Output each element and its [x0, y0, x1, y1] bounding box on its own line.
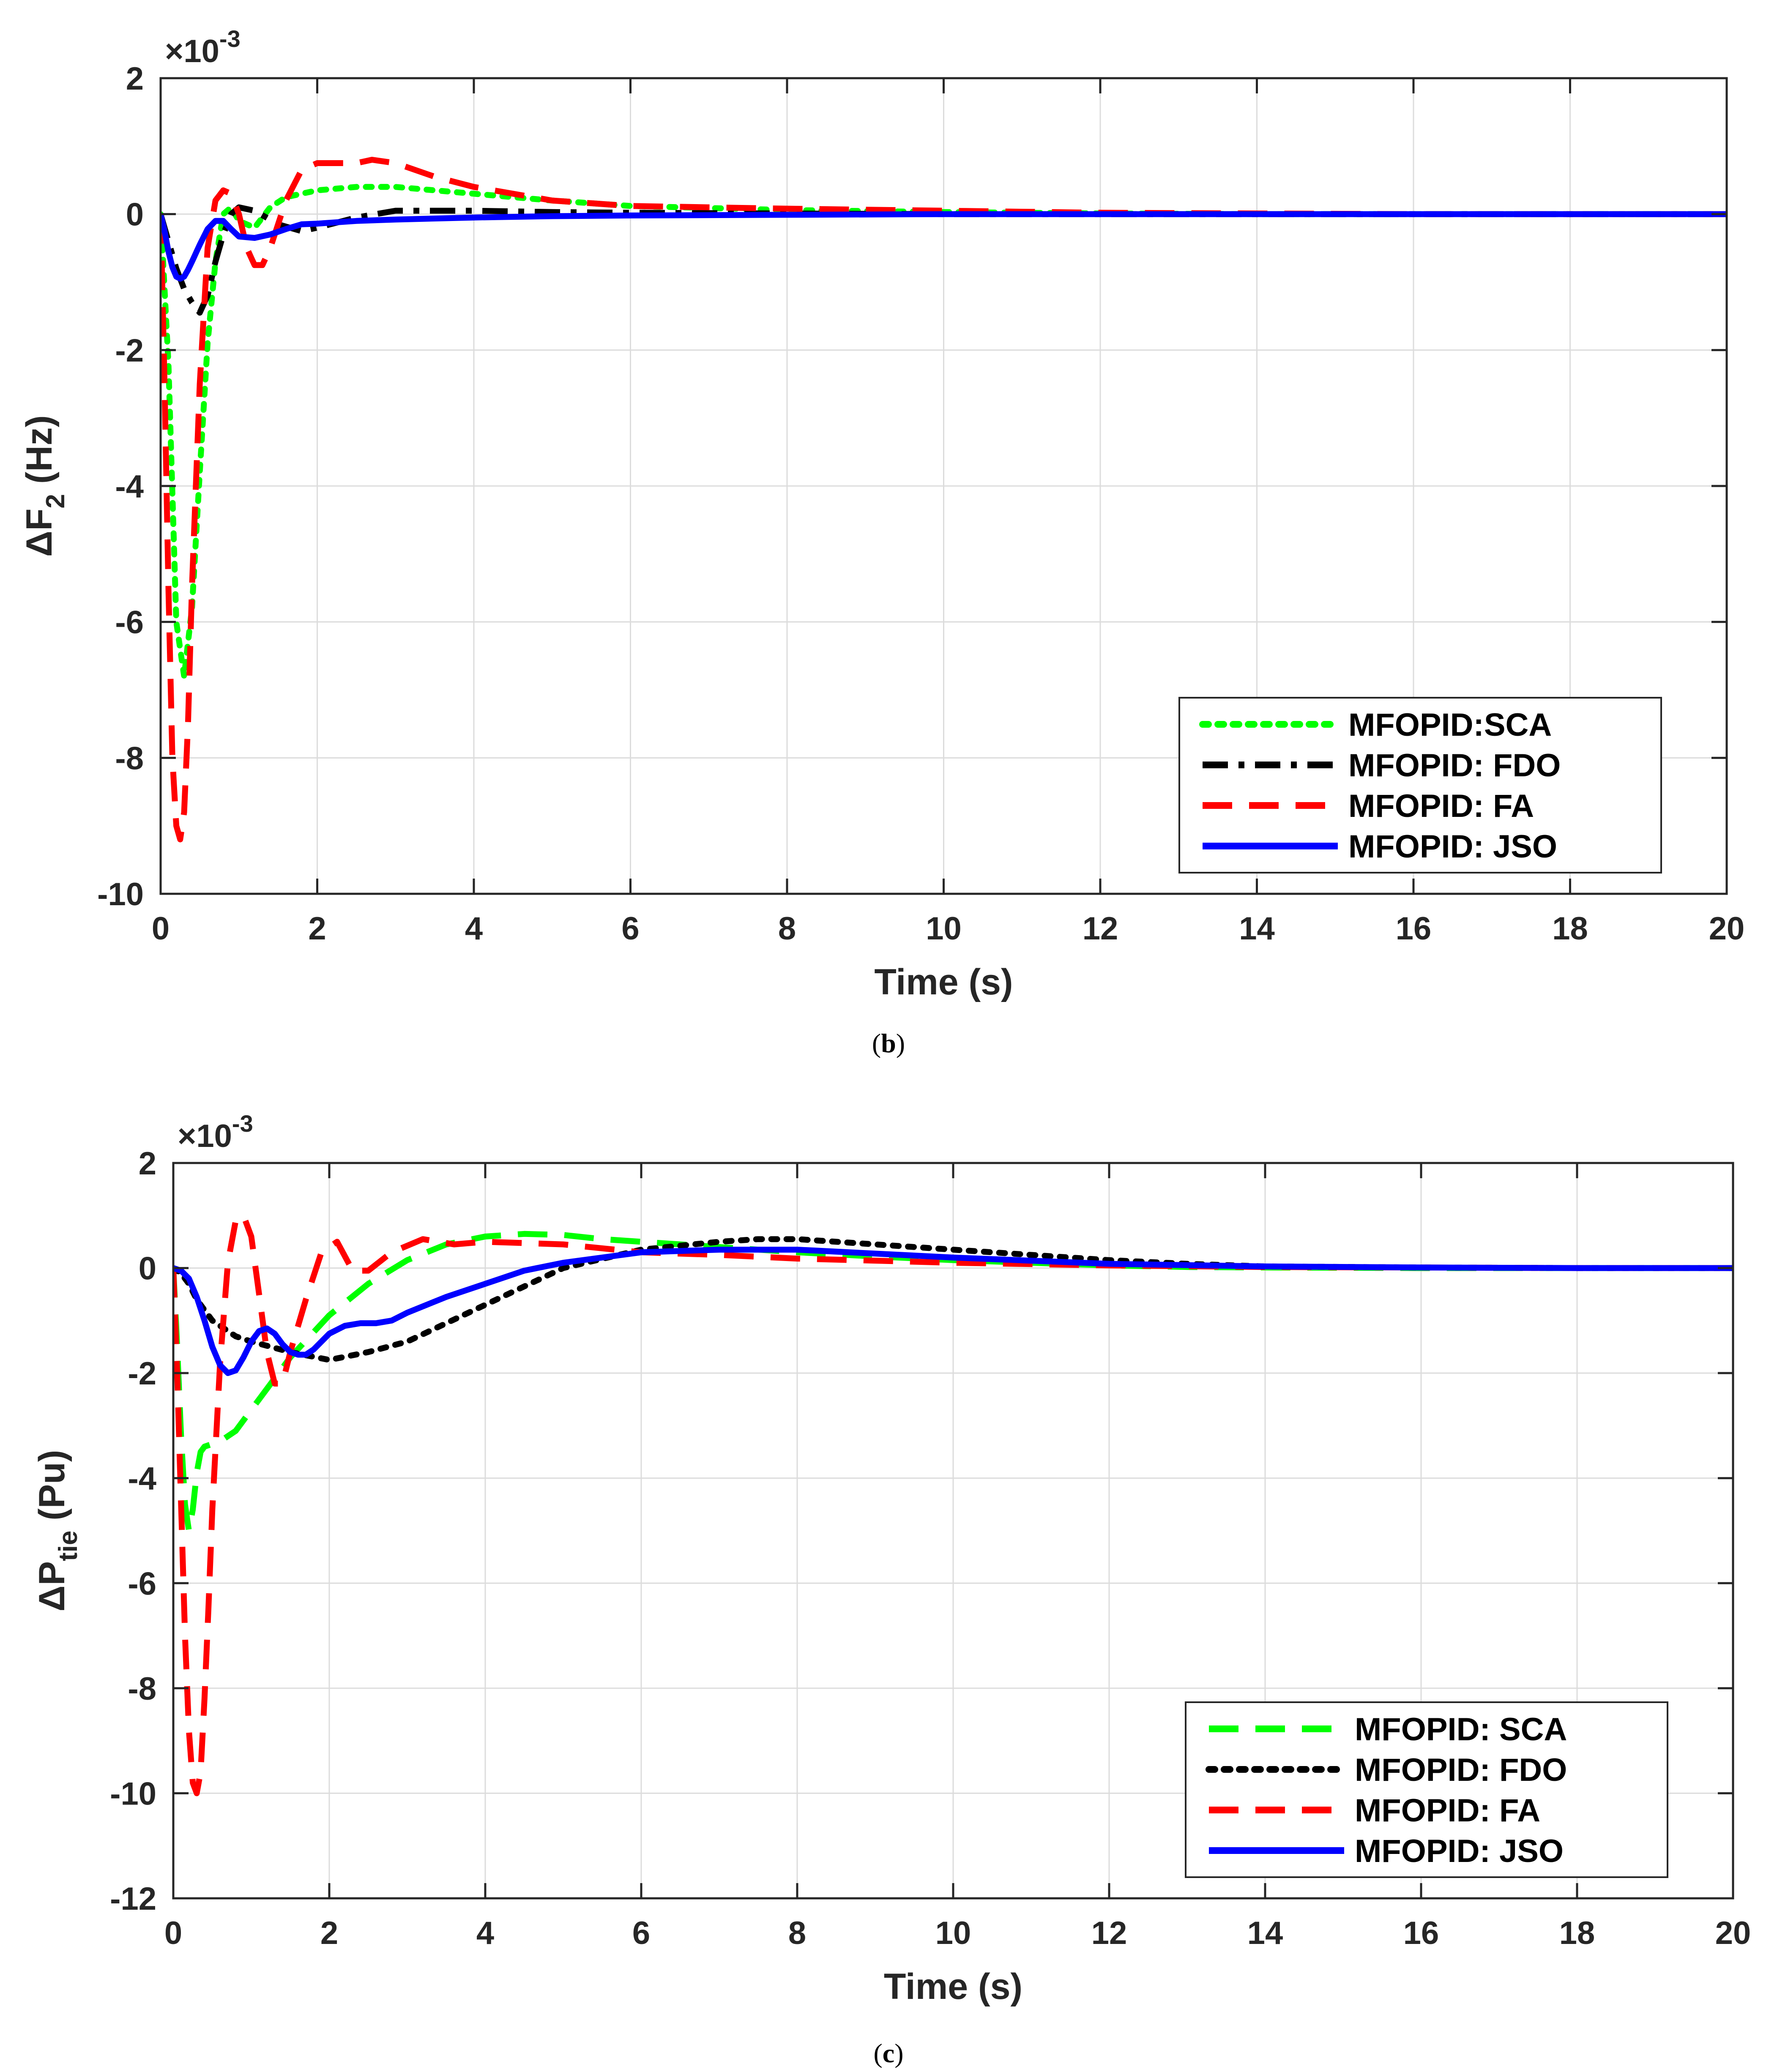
- chart-c-ylabel: ΔPtie (Pu): [32, 1450, 83, 1612]
- chart-c-ytick-label: -8: [128, 1671, 156, 1707]
- chart-b-series-2-line: [161, 157, 1727, 843]
- chart-b-ytick-label: -4: [115, 469, 144, 505]
- chart-b-xtick-label: 12: [1083, 911, 1118, 947]
- chart-c-xtick-label: 18: [1559, 1915, 1595, 1951]
- chart-c-ytick-label: -6: [128, 1566, 156, 1602]
- chart-b-legend-label-1: MFOPID: FDO: [1348, 748, 1561, 783]
- chart-c-series-3-line: [173, 1247, 1733, 1376]
- chart-c-legend-label-0: MFOPID: SCA: [1355, 1712, 1567, 1747]
- chart-b-xtick-label: 10: [926, 911, 962, 947]
- chart-b-ytick-label: -10: [97, 876, 144, 912]
- chart-c-xtick-label: 8: [788, 1915, 806, 1951]
- chart-b-xtick-label: 18: [1552, 911, 1588, 947]
- chart-c-series-group: [173, 1212, 1733, 1796]
- chart-b-xtick-label: 2: [308, 911, 326, 947]
- chart-c-xtick-label: 12: [1091, 1915, 1127, 1951]
- chart-c-ytick-label: 2: [139, 1146, 156, 1182]
- chart-c-legend-label-2: MFOPID: FA: [1355, 1793, 1540, 1829]
- chart-b-xtick-label: 4: [465, 911, 483, 947]
- chart-b-xtick-label: 14: [1239, 911, 1275, 947]
- chart-c-xtick-label: 10: [935, 1915, 971, 1951]
- chart-c-ytick-label: -4: [128, 1461, 156, 1497]
- chart-b-legend-label-0: MFOPID:SCA: [1348, 707, 1552, 743]
- chart-c: (c) 0 2 4 6 8 10 12 14 16 18 2020-2-4-6-8-10-12×10…: [32, 1110, 1751, 2068]
- chart-b-xtick-label: 8: [778, 911, 796, 947]
- chart-c-xtick-label: 0: [164, 1915, 182, 1951]
- chart-c-xtick-label: 14: [1247, 1915, 1283, 1951]
- chart-b-exponent-label: ×10-3: [165, 25, 241, 69]
- chart-b-xtick-label: 16: [1396, 911, 1432, 947]
- chart-c-xtick-label: 4: [476, 1915, 494, 1951]
- chart-b-xtick-label: 6: [621, 911, 639, 947]
- chart-b-xlabel: Time (s): [874, 962, 1013, 1002]
- chart-b-series-3-line: [161, 211, 1727, 282]
- chart-c-legend-label-1: MFOPID: FDO: [1355, 1752, 1567, 1788]
- chart-c-legend: MFOPID: SCA MFOPID: FDO MFOPID: FA MFOPID: …: [1185, 1701, 1668, 1878]
- chart-c-xtick-label: 20: [1715, 1915, 1751, 1951]
- chart-b-ytick-label: -2: [115, 333, 144, 369]
- chart-b-ytick-label: -8: [115, 740, 144, 776]
- chart-c-ytick-label: -2: [128, 1356, 156, 1392]
- chart-c-legend-label-3: MFOPID: JSO: [1355, 1833, 1564, 1869]
- chart-c-xlabel: Time (s): [884, 1966, 1022, 2007]
- chart-c-ytick-label: -10: [110, 1776, 156, 1812]
- chart-c-xtick-label: 6: [632, 1915, 650, 1951]
- chart-b-ytick-label: 2: [126, 61, 144, 97]
- chart-c-ytick-label: 0: [139, 1251, 156, 1287]
- chart-b-ytick-label: 0: [126, 197, 144, 233]
- chart-b-caption: (b): [872, 1028, 905, 1058]
- chart-b-ylabel: ΔF2 (Hz): [19, 415, 70, 557]
- chart-b-series-group: [161, 157, 1727, 843]
- chart-b-xtick-label: 0: [152, 911, 169, 947]
- chart-c-ytick-label: -12: [110, 1881, 156, 1917]
- chart-b-legend-label-3: MFOPID: JSO: [1348, 829, 1557, 865]
- chart-c-series-0-line: [173, 1231, 1733, 1534]
- chart-c-xtick-label: 16: [1403, 1915, 1439, 1951]
- chart-c-xtick-label: 2: [320, 1915, 338, 1951]
- chart-b: (b) 0 2 4 6 8 10 12 14 16 18 2020-2-4-6-8-10×10-3T…: [19, 25, 1744, 1058]
- chart-b-ytick-label: -6: [115, 605, 144, 641]
- chart-c-series-2-line: [173, 1212, 1733, 1796]
- chart-c-exponent-label: ×10-3: [178, 1110, 253, 1154]
- chart-b-legend-label-2: MFOPID: FA: [1348, 788, 1534, 824]
- chart-b-legend: MFOPID:SCA MFOPID: FDO MFOPID: FA MFOPID: J…: [1178, 697, 1662, 874]
- chart-b-xtick-label: 20: [1709, 911, 1745, 947]
- chart-c-caption: (c): [873, 2038, 903, 2068]
